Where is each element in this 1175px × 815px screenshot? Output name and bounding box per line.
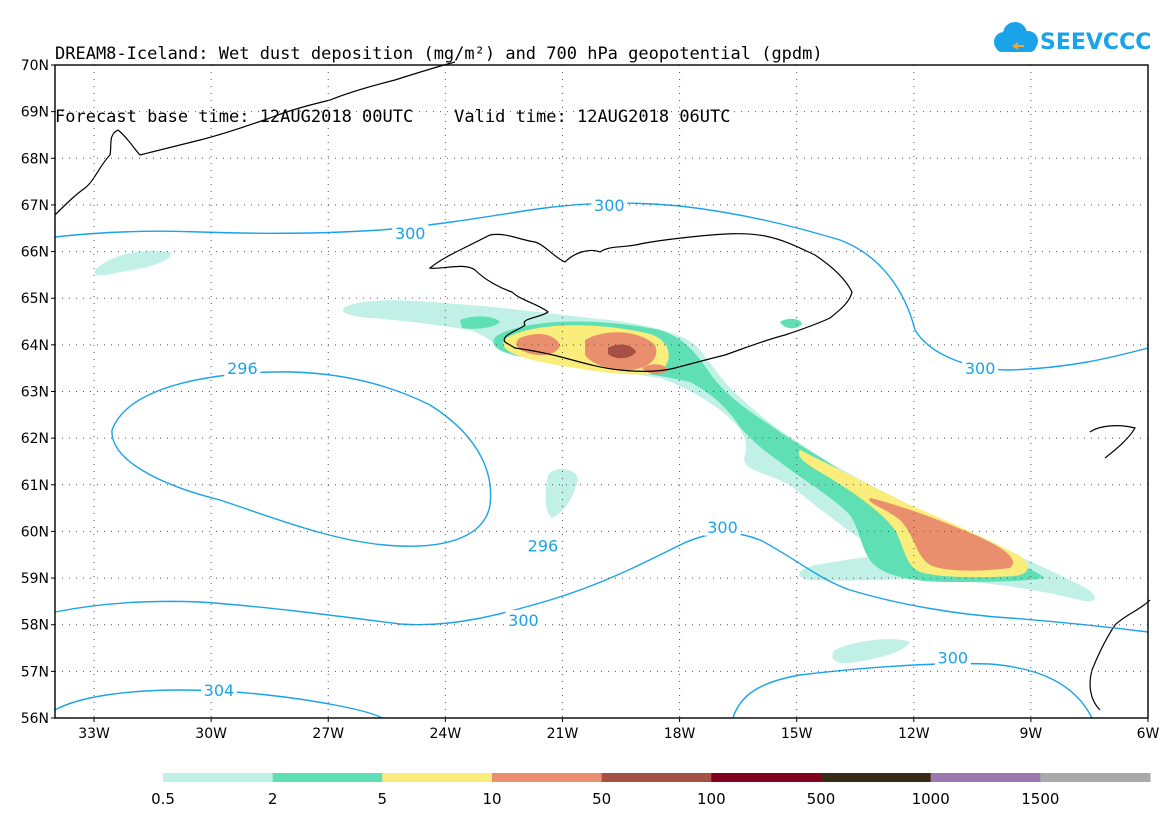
contour-label: 300 (707, 518, 738, 537)
longitude-labels: 33W 30W 27W 24W 21W 18W 15W 12W 9W 6W (78, 718, 1160, 742)
contour-labels: 300 300 300 296 296 300 300 300 304 (200, 194, 999, 700)
colorbar-label: 0.5 (151, 790, 175, 808)
contour-304 (54, 689, 383, 719)
colorbar-label: 5 (378, 790, 388, 808)
lat-tick-label: 60N (21, 524, 49, 540)
contour-label: 304 (204, 681, 235, 700)
lon-tick-label: 21W (547, 726, 579, 742)
colorbar-label: 1000 (912, 790, 950, 808)
colorbar-swatch (601, 773, 712, 782)
contour-label-bg (962, 358, 999, 378)
lon-tick-label: 12W (898, 726, 930, 742)
contour-label-bg (505, 610, 542, 630)
dust-level-0-5 (832, 639, 910, 664)
dust-level-50 (608, 344, 636, 359)
faroe-coastline (1089, 425, 1136, 459)
lon-tick-label: 15W (781, 726, 813, 742)
logo-text: SEEVCCC (1040, 30, 1150, 55)
contour-label: 300 (395, 224, 426, 243)
contour-label-bg (224, 358, 261, 378)
colorbar: 0.5 2 5 10 50 100 500 1000 1500 (151, 773, 1151, 808)
lat-tick-label: 59N (21, 571, 49, 587)
dust-level-2 (460, 316, 500, 329)
contour-label-bg (200, 680, 237, 700)
dust-level-0-5 (94, 250, 171, 276)
contour-label: 300 (965, 359, 996, 378)
colorbar-swatch (711, 773, 822, 782)
lat-tick-label: 65N (21, 291, 49, 307)
lat-tick-label: 63N (21, 385, 49, 401)
title-line-1: DREAM8-Iceland: Wet dust deposition (mg/… (55, 44, 823, 64)
cloud-icon (994, 22, 1038, 52)
dust-level-10 (869, 498, 1014, 571)
lat-tick-label: 69N (21, 105, 49, 121)
scandinavia-coastline (1089, 599, 1151, 711)
lat-tick-label: 61N (21, 478, 49, 494)
lon-tick-label: 18W (664, 726, 696, 742)
contour-296 (111, 371, 492, 547)
lat-tick-label: 68N (21, 151, 49, 167)
greenland-coastline (54, 61, 456, 216)
colorbar-swatch (492, 773, 603, 782)
lat-tick-label: 62N (21, 431, 49, 447)
contour-label-bg (591, 194, 628, 214)
lat-tick-label: 56N (21, 711, 49, 727)
colorbar-swatch (1040, 773, 1151, 782)
lon-tick-label: 6W (1137, 726, 1160, 742)
contour-label: 300 (508, 611, 539, 630)
colorbar-swatch (382, 773, 493, 782)
colorbar-label: 10 (482, 790, 501, 808)
colorbar-swatch (163, 773, 274, 782)
contour-300-southeast (732, 662, 1093, 719)
lon-tick-label: 30W (195, 726, 227, 742)
colorbar-swatch (821, 773, 932, 782)
graticule (55, 65, 1148, 718)
colorbar-label: 100 (697, 790, 726, 808)
dust-shading (94, 250, 1096, 664)
lon-tick-label: 27W (312, 726, 344, 742)
contour-label-bg (392, 222, 429, 242)
colorbar-swatch (930, 773, 1041, 782)
colorbar-label: 50 (592, 790, 611, 808)
dust-level-0-5 (545, 468, 578, 518)
iceland-coastline (428, 233, 853, 372)
lon-tick-label: 24W (430, 726, 462, 742)
lat-tick-label: 58N (21, 618, 49, 634)
contour-300-south (54, 532, 1149, 633)
contour-label: 300 (938, 648, 969, 667)
colorbar-label: 500 (807, 790, 836, 808)
lat-tick-label: 66N (21, 245, 49, 261)
colorbar-label: 2 (268, 790, 278, 808)
lat-tick-label: 64N (21, 338, 49, 354)
dust-level-2 (780, 318, 802, 329)
geopotential-contours (54, 202, 1149, 719)
seevccc-logo: SEEVCCC (994, 22, 1150, 55)
contour-label: 296 (227, 359, 258, 378)
coastlines (54, 61, 1151, 711)
contour-label: 296 (528, 536, 559, 555)
lat-tick-label: 70N (21, 58, 49, 74)
contour-label: 300 (594, 196, 625, 215)
contour-label-bg (704, 516, 741, 536)
contour-label-bg (934, 647, 971, 667)
contour-label-bg (524, 535, 561, 555)
colorbar-swatch (272, 773, 383, 782)
lat-tick-label: 57N (21, 664, 49, 680)
lat-tick-label: 67N (21, 198, 49, 214)
map-title: DREAM8-Iceland: Wet dust deposition (mg/… (55, 2, 823, 149)
lon-tick-label: 9W (1020, 726, 1043, 742)
colorbar-label: 1500 (1021, 790, 1059, 808)
lon-tick-label: 33W (78, 726, 110, 742)
latitude-labels: 56N 57N 58N 59N 60N 61N 62N 63N 64N 65N 66N 67N 68N 6… (21, 58, 55, 727)
